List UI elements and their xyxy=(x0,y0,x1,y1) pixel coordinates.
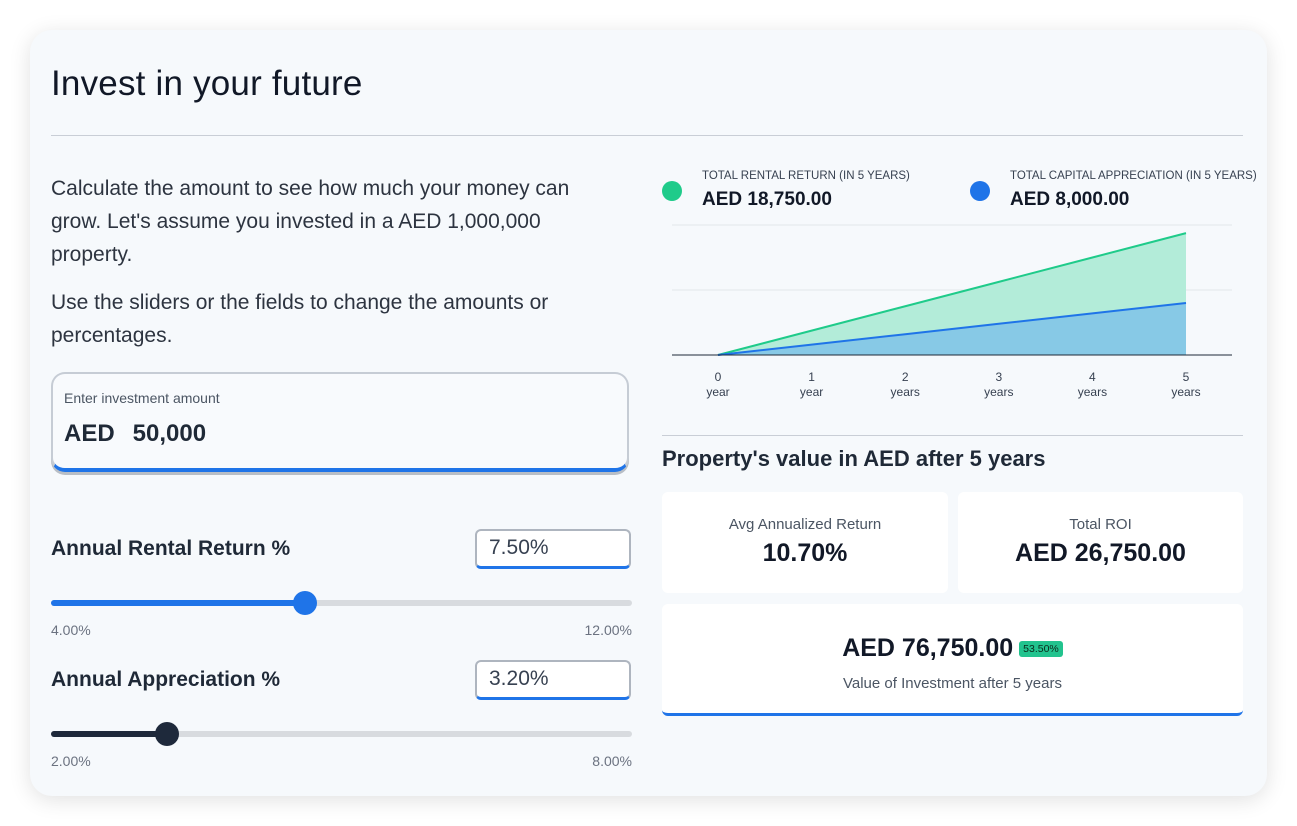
chart-x-tick-unit: years xyxy=(1078,385,1107,399)
chart-x-tick-unit: year xyxy=(706,385,729,399)
chart-x-tick-number: 4 xyxy=(1089,370,1096,384)
appreciation-label: Annual Appreciation % xyxy=(51,668,281,691)
investment-amount-field[interactable]: Enter investment amount AED 50,000 xyxy=(51,372,629,472)
currency-label: AED xyxy=(64,420,115,447)
avg-return-value: 10.70% xyxy=(762,539,848,567)
page-title: Invest in your future xyxy=(51,64,363,103)
chart-x-tick-number: 3 xyxy=(995,370,1002,384)
rental-return-max: 12.00% xyxy=(584,622,632,638)
total-roi-value: AED 26,750.00 xyxy=(1015,539,1186,567)
appreciation-max: 8.00% xyxy=(592,753,632,769)
chart-x-tick-unit: years xyxy=(1171,385,1200,399)
rental-legend-value: AED 18,750.00 xyxy=(702,189,832,210)
header-divider xyxy=(51,135,1243,136)
appreciation-legend-caption: TOTAL CAPITAL APPRECIATION (IN 5 YEARS) xyxy=(1010,170,1257,182)
total-roi-card: Total ROI AED 26,750.00 xyxy=(958,492,1243,593)
appreciation-slider[interactable] xyxy=(51,722,632,746)
appreciation-legend-dot-icon xyxy=(970,181,990,201)
chart-x-tick-number: 0 xyxy=(715,370,722,384)
avg-return-label: Avg Annualized Return xyxy=(728,516,882,533)
rental-return-slider[interactable] xyxy=(51,591,632,615)
appreciation-slider-fill xyxy=(51,731,168,737)
rental-return-min: 4.00% xyxy=(51,622,91,638)
rental-legend-dot-icon xyxy=(662,181,682,201)
rental-return-label: Annual Rental Return % xyxy=(51,537,291,560)
investment-amount-input[interactable]: 50,000 xyxy=(132,420,207,447)
chart-x-tick-number: 5 xyxy=(1183,370,1190,384)
rental-legend-caption: TOTAL RENTAL RETURN (IN 5 YEARS) xyxy=(702,170,910,182)
instructions-text: Use the sliders or the fields to change … xyxy=(51,291,549,347)
chart-x-tick-unit: year xyxy=(800,385,823,399)
chart-x-tick-number: 1 xyxy=(808,370,815,384)
investment-amount-value[interactable]: AED 50,000 xyxy=(64,420,206,448)
appreciation-input[interactable]: 3.20% xyxy=(475,660,631,700)
chart-x-tick-number: 2 xyxy=(902,370,909,384)
investment-amount-label: Enter investment amount xyxy=(64,390,220,406)
chart-x-tick-unit: years xyxy=(984,385,1013,399)
intro-text: Calculate the amount to see how much you… xyxy=(51,177,570,266)
growth-badge: 53.50% xyxy=(1019,640,1063,657)
section-divider xyxy=(662,435,1243,436)
rental-return-input[interactable]: 7.50% xyxy=(475,529,631,569)
appreciation-legend-value: AED 8,000.00 xyxy=(1010,189,1130,210)
chart-x-tick-unit: years xyxy=(891,385,920,399)
rental-return-slider-thumb[interactable] xyxy=(293,591,318,615)
calculator-card: Invest in your future Calculate the amou… xyxy=(30,30,1267,796)
total-roi-label: Total ROI xyxy=(1069,516,1132,533)
rental-return-slider-fill xyxy=(51,600,306,606)
chart-line-series-2 xyxy=(717,302,1187,356)
chart-line-series-1 xyxy=(717,232,1187,356)
final-value-caption: Value of Investment after 5 years xyxy=(842,675,1062,692)
final-value-card: AED 76,750.00 53.50% Value of Investment… xyxy=(662,604,1243,716)
final-value: AED 76,750.00 xyxy=(842,634,1014,662)
appreciation-slider-thumb[interactable] xyxy=(155,722,180,746)
appreciation-min: 2.00% xyxy=(51,753,91,769)
avg-return-card: Avg Annualized Return 10.70% xyxy=(662,492,948,593)
property-value-title: Property's value in AED after 5 years xyxy=(662,446,1046,471)
